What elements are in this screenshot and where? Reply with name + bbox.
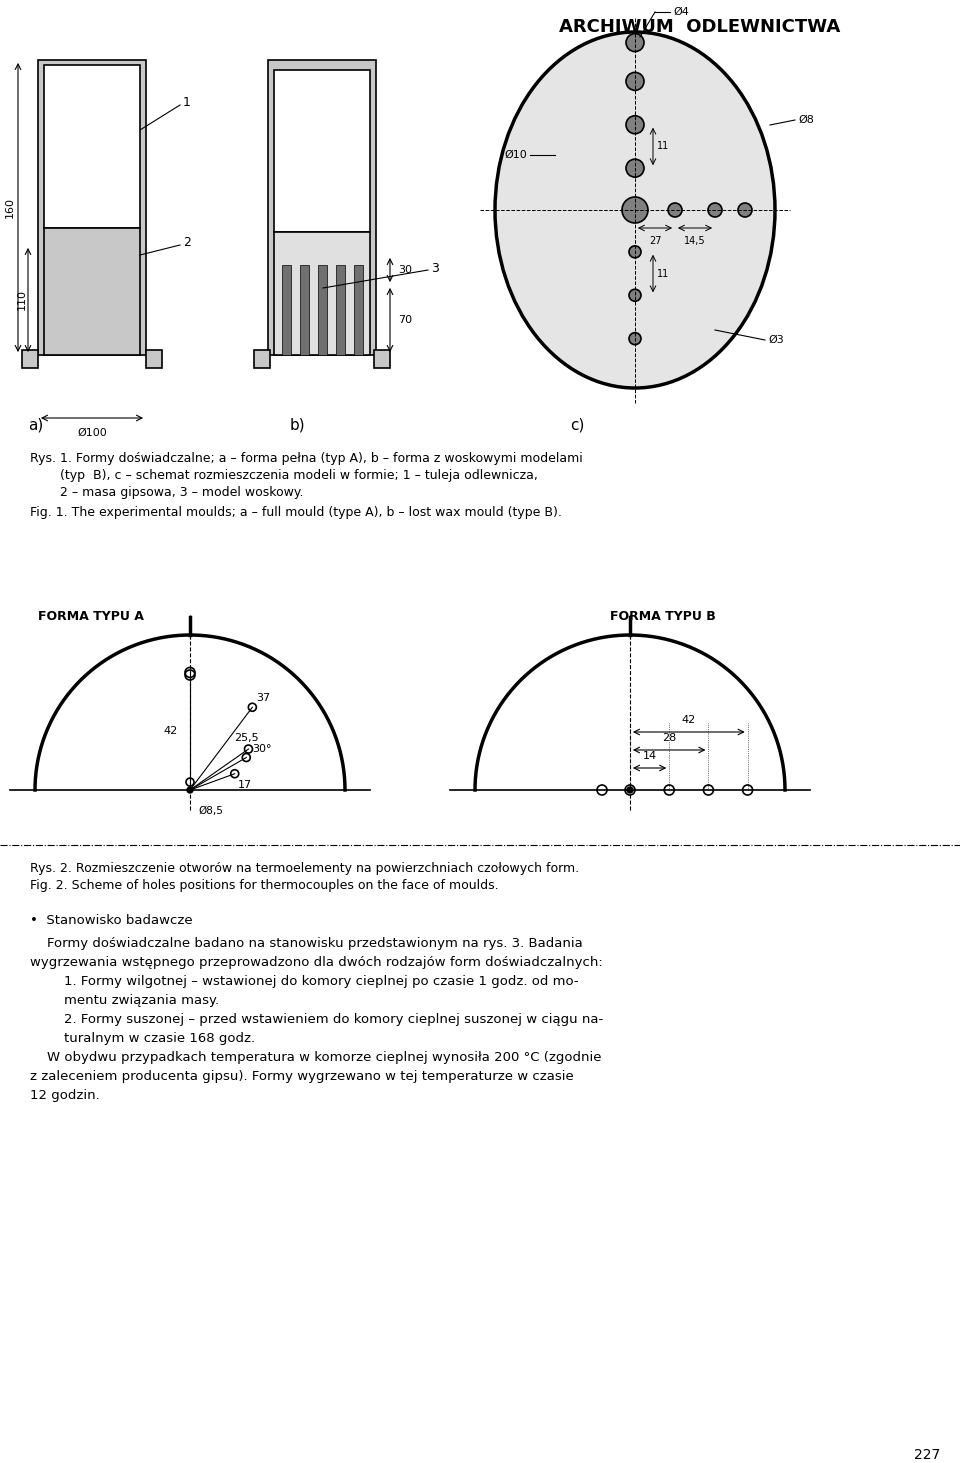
Bar [282,265,291,356]
Bar [254,350,270,369]
Text: 42: 42 [164,726,178,736]
Text: 11: 11 [657,142,669,152]
Text: •  Stanowisko badawcze: • Stanowisko badawcze [30,914,193,928]
Circle shape [708,203,722,217]
Bar [268,60,376,356]
Circle shape [668,203,682,217]
Circle shape [738,203,752,217]
Bar [44,228,140,356]
Circle shape [187,787,193,793]
Text: ARCHIWUM  ODLEWNICTWA: ARCHIWUM ODLEWNICTWA [560,18,841,37]
Text: Ø10: Ø10 [504,151,527,159]
Text: Ø8: Ø8 [798,116,814,124]
Circle shape [622,198,648,222]
Text: 42: 42 [682,715,696,726]
Text: 17: 17 [238,780,252,790]
Circle shape [627,787,633,793]
Text: b): b) [290,418,305,433]
Circle shape [626,72,644,91]
Text: 11: 11 [657,269,669,278]
Bar [274,233,370,356]
Text: Rys. 1. Formy doświadczalne; a – forma pełna (typ A), b – forma z woskowymi mode: Rys. 1. Formy doświadczalne; a – forma p… [30,452,583,465]
Text: 160: 160 [5,196,15,218]
Bar [44,64,140,228]
Bar [274,70,370,233]
Text: 14,5: 14,5 [684,236,706,246]
Text: FORMA TYPU B: FORMA TYPU B [610,610,716,623]
Text: Rys. 2. Rozmieszczenie otworów na termoelementy na powierzchniach czołowych form: Rys. 2. Rozmieszczenie otworów na termoe… [30,862,579,875]
Text: mentu związania masy.: mentu związania masy. [30,993,219,1007]
Bar [336,265,345,356]
Text: (typ  B), c – schemat rozmieszczenia modeli w formie; 1 – tuleja odlewnicza,: (typ B), c – schemat rozmieszczenia mode… [60,470,538,481]
Bar [146,350,162,369]
Text: 12 godzin.: 12 godzin. [30,1088,100,1102]
Text: 30°: 30° [252,743,272,753]
Bar [374,350,390,369]
Text: z zaleceniem producenta gipsu). Formy wygrzewano w tej temperaturze w czasie: z zaleceniem producenta gipsu). Formy wy… [30,1069,574,1083]
Text: 25,5: 25,5 [234,733,259,743]
Circle shape [629,332,641,345]
Text: 1: 1 [183,95,191,108]
Bar [22,350,38,369]
Text: 27: 27 [649,236,661,246]
Text: 227: 227 [914,1448,940,1462]
Circle shape [626,34,644,51]
Bar [300,265,309,356]
Circle shape [626,116,644,133]
Text: 70: 70 [398,315,412,325]
Text: 2. Formy suszonej – przed wstawieniem do komory cieplnej suszonej w ciągu na-: 2. Formy suszonej – przed wstawieniem do… [30,1012,603,1026]
Text: Fig. 1. The experimental moulds; a – full mould (type A), b – lost wax mould (ty: Fig. 1. The experimental moulds; a – ful… [30,506,562,519]
Text: 3: 3 [431,262,439,275]
Text: 14: 14 [642,751,657,761]
Text: 37: 37 [256,693,271,704]
Text: c): c) [570,418,585,433]
Text: Ø100: Ø100 [77,429,107,437]
Text: wygrzewania wstępnego przeprowadzono dla dwóch rodzajów form doświadczalnych:: wygrzewania wstępnego przeprowadzono dla… [30,955,603,969]
Text: Fig. 2. Scheme of holes positions for thermocouples on the face of moulds.: Fig. 2. Scheme of holes positions for th… [30,879,498,892]
Text: Ø4: Ø4 [673,7,689,18]
Text: 110: 110 [17,290,27,310]
Text: Ø8,5: Ø8,5 [198,806,223,816]
Text: Ø3: Ø3 [768,335,783,345]
Text: a): a) [28,418,43,433]
Bar [38,60,146,356]
Text: W obydwu przypadkach temperatura w komorze cieplnej wynosiła 200 °C (zgodnie: W obydwu przypadkach temperatura w komor… [30,1050,602,1064]
Text: 30: 30 [398,265,412,275]
Text: 2 – masa gipsowa, 3 – model woskowy.: 2 – masa gipsowa, 3 – model woskowy. [60,486,303,499]
Circle shape [629,290,641,301]
Text: 1. Formy wilgotnej – wstawionej do komory cieplnej po czasie 1 godz. od mo-: 1. Formy wilgotnej – wstawionej do komor… [30,974,579,988]
Text: 2: 2 [183,236,191,249]
Bar [318,265,327,356]
Circle shape [629,246,641,257]
Text: 28: 28 [662,733,677,743]
Circle shape [626,159,644,177]
Ellipse shape [495,32,775,388]
Text: turalnym w czasie 168 godz.: turalnym w czasie 168 godz. [30,1031,255,1045]
Text: Formy doświadczalne badano na stanowisku przedstawionym na rys. 3. Badania: Formy doświadczalne badano na stanowisku… [30,936,583,949]
Text: FORMA TYPU A: FORMA TYPU A [38,610,144,623]
Bar [354,265,363,356]
